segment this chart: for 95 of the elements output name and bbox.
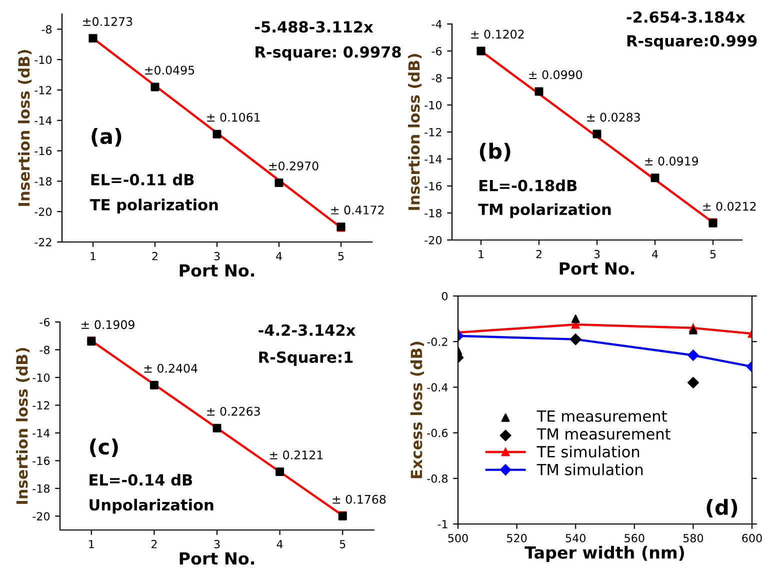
y-tick-label: -6 bbox=[432, 46, 442, 56]
x-axis-title: Port No. bbox=[180, 552, 254, 565]
x-tick-label: 520 bbox=[507, 534, 527, 542]
x-tick-label: 5 bbox=[338, 252, 344, 260]
x-tick-label: 3 bbox=[594, 250, 600, 258]
annotation: ± 0.1768 bbox=[332, 494, 386, 504]
legend-label: TE measurement bbox=[536, 410, 667, 422]
x-tick-label: 2 bbox=[151, 540, 157, 548]
annotation: R-square: 0.9978 bbox=[256, 46, 401, 61]
x-tick-label: 4 bbox=[276, 252, 282, 260]
annotation: ± 0.0919 bbox=[645, 156, 698, 166]
y-tick-label: 0 bbox=[442, 292, 448, 300]
annotation: -5.488-3.112x bbox=[255, 21, 374, 33]
x-tick-label: 560 bbox=[624, 534, 644, 542]
x-tick-label: 5 bbox=[340, 540, 346, 548]
x-axis-title: Taper width (nm) bbox=[524, 546, 684, 562]
x-axis-title: Port No. bbox=[560, 262, 634, 275]
y-tick-label: -12 bbox=[34, 86, 52, 94]
annotation: EL=-0.11 dB bbox=[91, 174, 194, 186]
y-tick-label: -8 bbox=[432, 74, 442, 82]
annotation: ±0.2970 bbox=[269, 161, 318, 170]
x-tick-label: 1 bbox=[90, 252, 96, 260]
annotation: TE polarization bbox=[90, 198, 218, 214]
y-axis-title: Excess loss (dB) bbox=[410, 342, 424, 478]
y-tick-label: -14 bbox=[32, 429, 50, 438]
y-tick-label: -0.4 bbox=[427, 383, 448, 392]
annotation: (a) bbox=[92, 128, 122, 147]
annotation: ± 0.2121 bbox=[270, 450, 323, 460]
x-tick-label: 580 bbox=[683, 534, 704, 542]
annotation: ± 0.2263 bbox=[207, 406, 260, 416]
y-tick-label: -20 bbox=[424, 236, 442, 244]
y-axis-title: Insertion loss (dB) bbox=[408, 54, 422, 210]
annotation: ±0.1273 bbox=[83, 17, 132, 26]
y-tick-label: -16 bbox=[34, 146, 52, 156]
y-tick-label: -18 bbox=[34, 177, 52, 186]
x-axis-title: Port No. bbox=[180, 264, 254, 277]
y-tick-label: -10 bbox=[34, 56, 52, 64]
x-tick-label: 5 bbox=[710, 250, 716, 258]
y-tick-label: -20 bbox=[34, 208, 52, 216]
annotation: EL=-0.14 dB bbox=[90, 474, 192, 486]
x-tick-label: 3 bbox=[214, 252, 220, 260]
annotation: Unpolarization bbox=[90, 498, 214, 514]
annotation: ± 0.1909 bbox=[82, 320, 134, 330]
y-tick-label: -18 bbox=[424, 208, 442, 218]
y-tick-label: -8 bbox=[40, 346, 50, 354]
y-tick-label: -16 bbox=[32, 456, 50, 466]
annotation: ± 0.0212 bbox=[703, 202, 756, 211]
x-tick-label: 1 bbox=[478, 250, 484, 258]
x-tick-label: 2 bbox=[152, 252, 158, 260]
y-tick-label: -12 bbox=[424, 128, 442, 136]
y-tick-label: -0.8 bbox=[427, 474, 448, 483]
y-tick-label: -1 bbox=[438, 520, 448, 528]
y-tick-label: -14 bbox=[424, 155, 442, 164]
y-axis-title: Insertion loss (dB) bbox=[18, 50, 32, 206]
annotation: (b) bbox=[480, 142, 510, 162]
x-tick-label: 600 bbox=[742, 534, 762, 542]
y-tick-label: -10 bbox=[32, 373, 50, 382]
y-tick-label: -0.2 bbox=[427, 338, 448, 346]
legend-label: TE simulation bbox=[536, 446, 640, 458]
annotation: (d) bbox=[706, 498, 738, 518]
x-tick-label: 4 bbox=[652, 250, 658, 258]
annotation: EL=-0.18dB bbox=[480, 180, 577, 192]
x-tick-label: 4 bbox=[276, 540, 283, 548]
legend-label: TM measurement bbox=[536, 428, 670, 440]
annotation: TM polarization bbox=[478, 203, 611, 218]
annotation: ± 0.0283 bbox=[587, 112, 640, 122]
y-tick-label: -10 bbox=[424, 100, 442, 110]
y-tick-label: -16 bbox=[424, 182, 442, 190]
annotation: -4.2-3.142x bbox=[258, 324, 356, 336]
y-tick-label: -18 bbox=[32, 484, 50, 493]
y-tick-label: -20 bbox=[32, 512, 50, 521]
annotation: ± 0.1061 bbox=[207, 112, 260, 122]
x-tick-label: 540 bbox=[566, 534, 586, 542]
text: -2.654-3.184x bbox=[626, 11, 745, 23]
annotation: R-Square:1 bbox=[259, 351, 353, 366]
annotation: ±0.0495 bbox=[145, 66, 194, 75]
legend-label: TM simulation bbox=[536, 464, 643, 476]
annotation: R-square:0.999 bbox=[627, 35, 757, 50]
y-axis-title: Insertion loss (dB) bbox=[16, 348, 30, 504]
x-tick-label: 2 bbox=[536, 250, 542, 258]
x-tick-label: 1 bbox=[89, 540, 94, 548]
annotation: ± 0.1202 bbox=[471, 30, 524, 39]
annotation: ± 0.2404 bbox=[144, 364, 198, 373]
annotation: (c) bbox=[90, 438, 118, 458]
annotation: ± 0.0990 bbox=[529, 70, 582, 80]
annotation: ± 0.4172 bbox=[331, 206, 384, 214]
y-tick-label: -12 bbox=[32, 401, 50, 410]
y-tick-label: -22 bbox=[34, 238, 52, 246]
y-tick-label: -8 bbox=[42, 25, 52, 34]
x-tick-label: 500 bbox=[448, 534, 468, 542]
y-tick-label: -14 bbox=[34, 116, 52, 125]
x-tick-label: 3 bbox=[214, 540, 220, 548]
y-tick-label: -6 bbox=[40, 318, 50, 326]
y-tick-label: -0.6 bbox=[427, 428, 448, 438]
y-tick-label: -4 bbox=[432, 20, 442, 28]
